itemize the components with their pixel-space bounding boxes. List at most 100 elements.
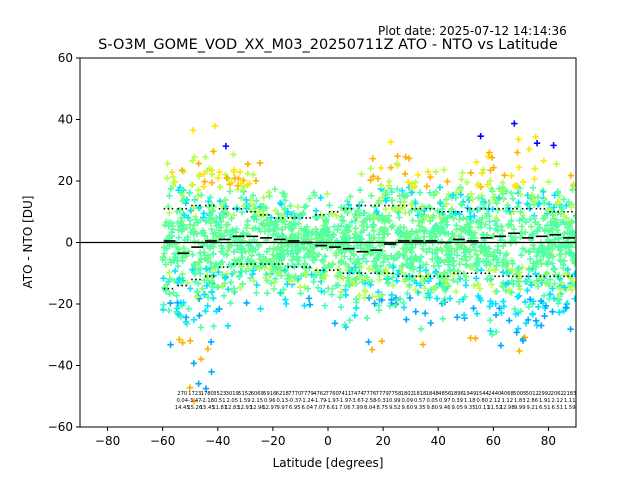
scatter-point [190,222,197,229]
scatter-point [399,262,406,269]
scatter-point [184,279,191,287]
scatter-point [196,249,204,257]
scatter-point [508,172,515,179]
scatter-point [502,287,510,294]
scatter-point [256,256,264,263]
scatter-point [462,282,470,289]
bin-stat-label: 0.51 [214,398,226,404]
scatter-point [276,263,284,270]
scatter-point [287,202,294,209]
scatter-point [560,196,567,203]
scatter-point [506,208,514,215]
scatter-point [474,281,482,288]
scatter-point [303,202,310,210]
scatter-point [204,302,211,310]
bin-stat-label: 11.81 [212,405,227,411]
scatter-point [529,184,537,191]
scatter-point [473,310,481,317]
bin-stat-label: -2.18 [201,398,214,404]
scatter-point [401,170,409,178]
scatter-point [512,181,519,189]
scatter-point [310,189,318,196]
scatter-point [276,246,284,253]
scatter-point [456,298,463,305]
x-axis: −80 −60 −40 −20 0 20 40 60 80 [95,427,556,448]
bin-statistics [163,204,575,290]
scatter-point [286,221,293,228]
scatter-point [546,282,553,290]
scatter-point [337,222,345,230]
scatter-point [447,238,454,245]
scatter-point [385,279,392,287]
scatter-point [351,217,359,225]
scatter-point [182,314,190,321]
scatter-point [269,231,277,239]
scatter-point [394,250,401,257]
scatter-point [514,293,521,301]
scatter-point [549,212,557,219]
scatter-point [479,231,486,239]
scatter-point [416,258,423,265]
bin-stat-label: 6.51 [551,405,563,411]
scatter-point [519,178,527,186]
scatter-point [244,160,252,168]
scatter-point [478,169,486,177]
scatter-point [221,280,228,287]
scatter-point [225,286,232,293]
scatter-point [387,164,394,171]
scatter-point [494,207,502,214]
scatter-point [382,252,389,260]
scatter-point [461,293,469,301]
scatter-point [188,181,195,189]
scatter-point [448,245,455,252]
scatter-point [282,197,289,204]
scatter-point [486,199,494,206]
bin-stat-label: 5012 [526,391,539,397]
scatter-point [222,227,230,234]
scatter-point [266,192,273,200]
scatter-point [253,289,260,297]
scatter-point [197,255,205,262]
scatter-point [358,170,365,178]
scatter-point [351,230,359,238]
scatter-point [444,221,451,229]
scatter-point [208,166,215,174]
scatter-point [378,338,385,345]
scatter-point [351,268,358,275]
scatter-point [165,269,173,276]
scatter-point [414,171,422,178]
scatter-point [198,355,205,363]
scatter-point [324,224,331,231]
scatter-point [515,325,522,332]
scatter-point [331,223,338,230]
scatter-point [571,258,576,265]
scatter-point [289,277,296,285]
scatter-point [262,204,270,212]
scatter-point [556,292,563,299]
scatter-point [372,213,379,221]
scatter-point [388,189,395,196]
scatter-point [406,281,413,289]
scatter-point [487,167,494,174]
bin-stat-label: 14.45 [175,405,190,411]
scatter-point [494,246,502,254]
scatter-point [410,275,417,283]
scatter-point [223,174,230,182]
scatter-point [178,167,186,174]
scatter-point [541,199,548,207]
scatter-point [477,133,484,140]
scatter-point [456,260,463,268]
scatter-point [208,368,215,376]
scatter-point [278,201,285,208]
scatter-point [234,182,242,189]
scatter-point [554,188,561,195]
scatter-point [478,223,485,231]
scatter-point [313,267,321,274]
scatter-point [280,286,287,293]
scatter-point [378,291,386,298]
scatter-point [421,233,428,240]
scatter-point [515,282,523,290]
scatter-point [216,197,224,205]
scatter-point [262,274,269,281]
